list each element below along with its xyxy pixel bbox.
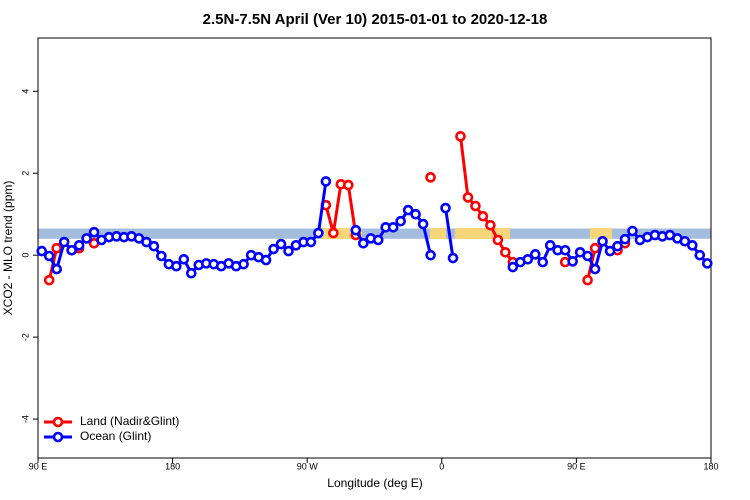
point xyxy=(275,238,287,250)
point xyxy=(260,254,272,266)
point xyxy=(81,233,92,244)
y-tick-label: 4 xyxy=(20,89,30,94)
point xyxy=(522,253,534,265)
point xyxy=(73,240,85,251)
x-tick-label: 90 E xyxy=(29,461,48,471)
point xyxy=(357,237,369,249)
y-tick-label: 0 xyxy=(20,253,30,258)
x-tick-label: 180 xyxy=(703,461,718,471)
x-axis-label: Longitude (deg E) xyxy=(327,476,422,490)
point xyxy=(694,249,706,261)
point xyxy=(612,240,623,252)
point xyxy=(372,234,384,246)
point xyxy=(350,224,362,236)
point xyxy=(66,244,77,256)
point xyxy=(447,252,459,264)
point xyxy=(559,244,571,256)
point xyxy=(455,131,466,142)
y-tick-label: -4 xyxy=(20,415,30,423)
point xyxy=(43,274,55,286)
point xyxy=(58,236,70,248)
point xyxy=(687,240,698,251)
point xyxy=(477,210,489,222)
point xyxy=(148,240,160,252)
point xyxy=(305,236,317,248)
point xyxy=(156,250,167,262)
land-patches xyxy=(322,228,612,239)
point xyxy=(701,258,713,269)
point xyxy=(417,218,429,230)
point xyxy=(589,242,601,254)
point xyxy=(679,235,691,247)
point xyxy=(36,245,48,257)
point xyxy=(185,267,197,279)
point xyxy=(395,215,406,227)
point xyxy=(619,233,631,245)
point xyxy=(171,260,182,272)
point xyxy=(51,242,62,254)
point xyxy=(410,208,421,220)
land-patch xyxy=(322,228,362,239)
point xyxy=(582,250,593,262)
legend-marker xyxy=(52,431,64,443)
point xyxy=(425,249,436,261)
land-patch xyxy=(455,228,510,239)
point xyxy=(328,227,339,239)
point xyxy=(597,235,608,247)
series-line xyxy=(40,181,709,275)
x-tick-label: 180 xyxy=(165,461,180,471)
legend-label: Ocean (Glint) xyxy=(80,429,151,443)
point xyxy=(492,234,504,246)
land-patch xyxy=(590,228,612,239)
point xyxy=(88,226,100,238)
x-tick-label: 90 E xyxy=(567,461,586,471)
point xyxy=(462,192,474,203)
point xyxy=(507,261,519,273)
point xyxy=(313,227,324,239)
point xyxy=(283,245,294,257)
point xyxy=(425,172,436,183)
point xyxy=(627,225,638,237)
point xyxy=(582,274,593,286)
x-tick-label: 90 W xyxy=(297,461,319,471)
y-tick-label: 2 xyxy=(20,171,30,176)
point xyxy=(43,250,55,262)
chart-title: 2.5N-7.5N April (Ver 10) 2015-01-01 to 2… xyxy=(203,11,548,28)
y-tick-label: -2 xyxy=(20,333,30,341)
point xyxy=(440,202,451,214)
point xyxy=(567,256,578,267)
point xyxy=(51,263,62,275)
point xyxy=(343,179,354,191)
reference-band xyxy=(38,228,711,239)
point xyxy=(320,176,332,187)
band-group xyxy=(38,228,711,239)
point xyxy=(268,243,279,255)
x-tick-label: 0 xyxy=(439,461,444,471)
legend-marker xyxy=(52,416,64,428)
point xyxy=(141,236,152,248)
y-axis-label: XCO2 - MLO trend (ppm) xyxy=(1,181,15,316)
point xyxy=(387,222,399,233)
point xyxy=(537,256,549,268)
point xyxy=(500,247,511,258)
point xyxy=(470,200,481,212)
point xyxy=(544,240,556,251)
point xyxy=(529,249,541,260)
point xyxy=(178,253,190,265)
legend-label: Land (Nadir&Glint) xyxy=(80,414,179,428)
point xyxy=(238,258,249,270)
land-patch xyxy=(430,228,446,239)
point xyxy=(485,219,496,231)
point xyxy=(604,245,616,257)
point xyxy=(402,204,414,216)
point xyxy=(589,263,601,275)
